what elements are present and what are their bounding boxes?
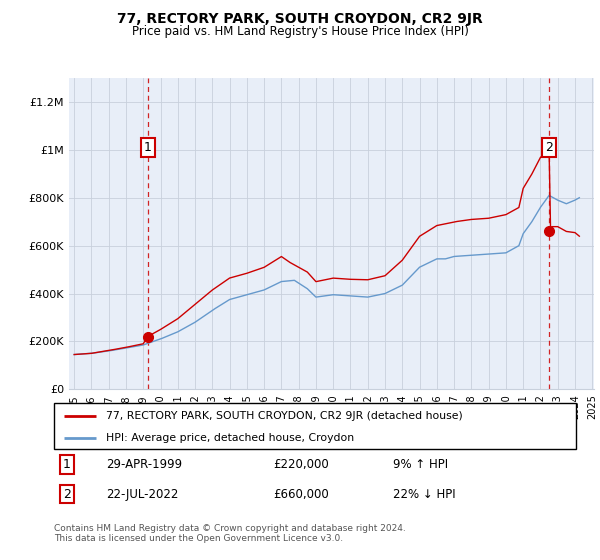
Text: 77, RECTORY PARK, SOUTH CROYDON, CR2 9JR (detached house): 77, RECTORY PARK, SOUTH CROYDON, CR2 9JR… [106, 411, 463, 421]
Text: 1: 1 [63, 458, 71, 471]
Text: Price paid vs. HM Land Registry's House Price Index (HPI): Price paid vs. HM Land Registry's House … [131, 25, 469, 38]
Text: 2: 2 [63, 488, 71, 501]
Text: 22-JUL-2022: 22-JUL-2022 [106, 488, 179, 501]
Text: 9% ↑ HPI: 9% ↑ HPI [394, 458, 448, 471]
Text: £660,000: £660,000 [273, 488, 329, 501]
Text: 77, RECTORY PARK, SOUTH CROYDON, CR2 9JR: 77, RECTORY PARK, SOUTH CROYDON, CR2 9JR [117, 12, 483, 26]
Text: HPI: Average price, detached house, Croydon: HPI: Average price, detached house, Croy… [106, 433, 355, 442]
Text: 22% ↓ HPI: 22% ↓ HPI [394, 488, 456, 501]
Text: Contains HM Land Registry data © Crown copyright and database right 2024.
This d: Contains HM Land Registry data © Crown c… [54, 524, 406, 543]
Text: 1: 1 [143, 141, 152, 154]
Text: 2: 2 [545, 141, 553, 154]
Text: £220,000: £220,000 [273, 458, 329, 471]
Text: 29-APR-1999: 29-APR-1999 [106, 458, 182, 471]
